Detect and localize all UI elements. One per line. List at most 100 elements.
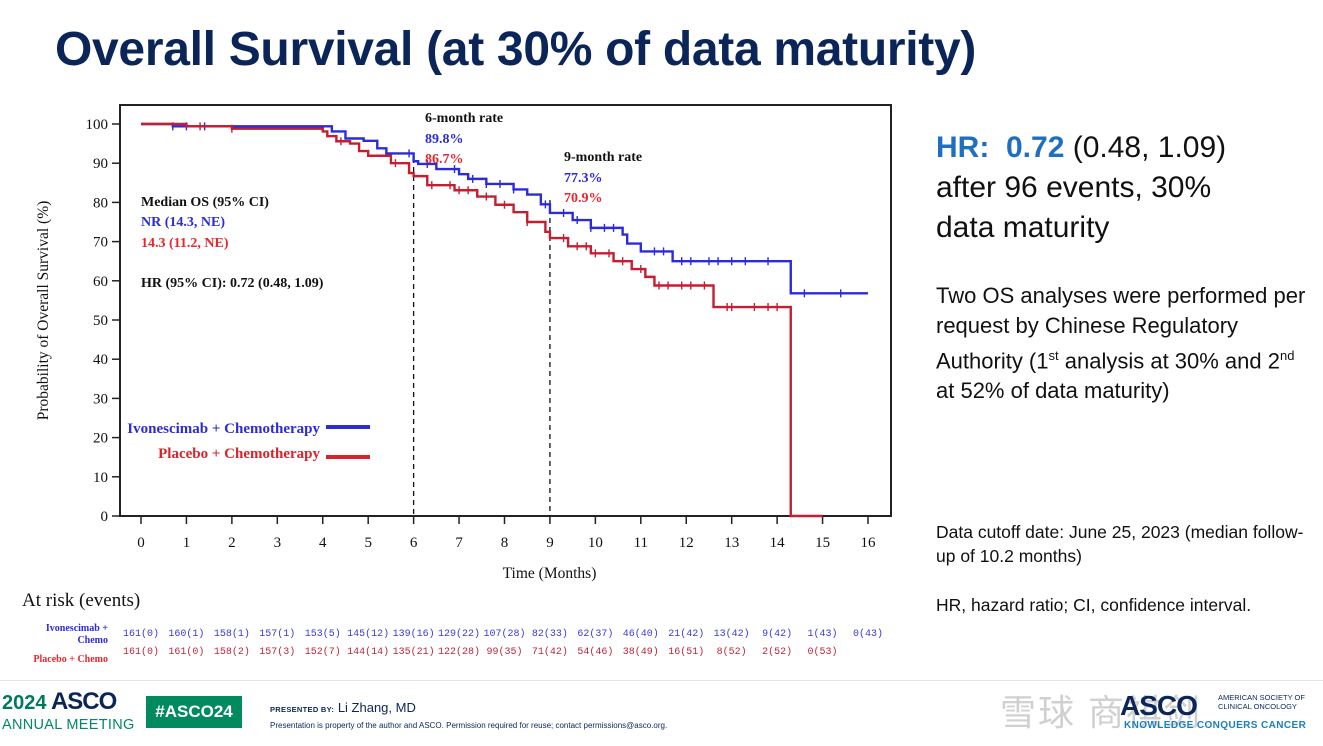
at-risk-placebo-cell: 157(3) xyxy=(259,647,296,658)
y-tick-label: 100 xyxy=(86,117,109,133)
asco-logo-text: ASCO xyxy=(1120,690,1198,721)
x-tick-label: 7 xyxy=(455,535,463,551)
y-tick-label: 60 xyxy=(93,274,108,290)
at-risk-placebo-cell: 71(42) xyxy=(531,647,568,658)
footer-divider xyxy=(0,680,1323,681)
y-tick-label: 40 xyxy=(93,352,108,368)
x-tick-label: 2 xyxy=(228,535,236,551)
y-tick-label: 70 xyxy=(93,235,108,251)
x-tick-label: 10 xyxy=(588,535,603,551)
at-risk-placebo-cell: 0(53) xyxy=(807,647,838,658)
abbreviations-note: HR, hazard ratio; CI, confidence interva… xyxy=(936,595,1252,615)
y-tick-label: 30 xyxy=(93,391,108,407)
at-risk-ivo-cell: 1(43) xyxy=(807,629,838,640)
at-risk-placebo-cell: 158(2) xyxy=(213,647,250,658)
at-risk-ivo-cell: 129(22) xyxy=(438,629,481,640)
x-tick-label: 12 xyxy=(679,535,694,551)
y-tick-label: 0 xyxy=(101,509,109,525)
nine-month-ivo-rate: 77.3% xyxy=(564,171,603,186)
x-tick-label: 5 xyxy=(364,535,372,551)
at-risk-placebo-cell: 38(49) xyxy=(622,647,659,658)
presenter-line: PRESENTED BY: Li Zhang, MD xyxy=(270,700,416,715)
at-risk-placebo-cell: 161(0) xyxy=(122,647,160,658)
x-tick-label: 0 xyxy=(137,535,145,551)
at-risk-ivo-label-line2: Chemo xyxy=(77,635,108,646)
x-tick-label: 4 xyxy=(319,535,327,551)
asco-tagline: KNOWLEDGE CONQUERS CANCER xyxy=(1124,720,1307,731)
at-risk-ivo-cell: 153(5) xyxy=(304,629,341,640)
at-risk-ivo-cell: 158(1) xyxy=(213,629,250,640)
x-tick-label: 9 xyxy=(546,535,554,551)
at-risk-ivo-cell: 161(0) xyxy=(122,629,160,640)
ivonescimab-curve xyxy=(141,122,868,295)
at-risk-placebo-cell: 54(46) xyxy=(577,647,614,658)
at-risk-placebo-cell: 99(35) xyxy=(486,647,523,658)
presenter-name: Li Zhang, MD xyxy=(337,700,416,715)
at-risk-ivo-cell: 160(1) xyxy=(168,629,205,640)
at-risk-placebo-cell: 8(52) xyxy=(716,647,747,658)
six-month-ivo-rate: 89.8% xyxy=(425,132,464,147)
x-tick-label: 8 xyxy=(501,535,509,551)
at-risk-ivo-cell: 62(37) xyxy=(577,629,614,640)
hr-value: 0.72 xyxy=(1006,131,1065,164)
at-risk-ivo-label-line1: Ivonescimab + xyxy=(45,623,108,634)
note-sup-1: st xyxy=(1048,348,1059,363)
note-text-3: at 52% of data maturity) xyxy=(936,378,1170,404)
hazard-ratio-text: HR (95% CI): 0.72 (0.48, 1.09) xyxy=(141,276,324,291)
hr-events: after 96 events, 30% xyxy=(936,171,1212,204)
six-month-placebo-rate: 86.7% xyxy=(425,152,464,167)
slide-title: Overall Survival (at 30% of data maturit… xyxy=(55,23,977,76)
note-sup-2: nd xyxy=(1280,348,1295,363)
at-risk-placebo-cell: 152(7) xyxy=(304,647,341,658)
at-risk-ivo-cell: 9(42) xyxy=(762,629,793,640)
at-risk-ivo-cell: 0(43) xyxy=(852,629,884,640)
logo-asco: ASCO xyxy=(50,688,117,715)
y-tick-label: 80 xyxy=(93,195,108,211)
hr-label: HR: xyxy=(936,131,990,164)
at-risk-placebo-cell: 135(21) xyxy=(392,647,435,658)
logo-year: 2024 xyxy=(2,692,47,714)
asco-society-logo: ASCO AMERICAN SOCIETY OF CLINICAL ONCOLOG… xyxy=(1120,690,1306,731)
note-text-2: analysis at 30% and 2 xyxy=(1058,348,1280,374)
x-axis-label: Time (Months) xyxy=(503,565,597,582)
at-risk-placebo-label: Placebo + Chemo xyxy=(33,654,108,665)
x-tick-label: 6 xyxy=(410,535,418,551)
at-risk-placebo-cell: 2(52) xyxy=(762,647,793,658)
presented-by-label: PRESENTED BY: xyxy=(270,705,335,714)
placebo-curve xyxy=(141,122,823,518)
at-risk-ivo-cell: 82(33) xyxy=(531,629,568,640)
at-risk-ivo-label: Ivonescimab + Chemo xyxy=(20,623,108,647)
y-tick-label: 90 xyxy=(93,156,108,172)
at-risk-placebo-cell: 122(28) xyxy=(438,647,481,658)
asco-annual-meeting-logo: 2024 ASCO ANNUAL MEETING xyxy=(2,690,135,734)
hr-ci: (0.48, 1.09) xyxy=(1064,131,1227,164)
hashtag-badge: #ASCO24 xyxy=(146,696,242,728)
y-tick-label: 20 xyxy=(93,431,108,447)
at-risk-ivo-cell: 139(16) xyxy=(392,629,435,640)
at-risk-ivo-cell: 107(28) xyxy=(483,629,526,640)
x-tick-label: 14 xyxy=(770,535,786,551)
plot-frame xyxy=(119,104,892,517)
at-risk-placebo-cell: 144(14) xyxy=(347,647,390,658)
six-month-label: 6-month rate xyxy=(425,111,503,126)
at-risk-placebo-cell: 16(51) xyxy=(668,647,705,658)
data-cutoff-note: Data cutoff date: June 25, 2023 (median … xyxy=(936,522,1304,566)
analysis-note: Two OS analyses were performed per reque… xyxy=(936,281,1316,406)
y-tick-label: 10 xyxy=(93,470,108,486)
hr-summary: HR: 0.72 (0.48, 1.09) after 96 events, 3… xyxy=(936,128,1316,248)
x-tick-label: 16 xyxy=(861,535,877,551)
median-os-placebo: 14.3 (11.2, NE) xyxy=(141,236,229,251)
at-risk-title: At risk (events) xyxy=(22,590,141,611)
nine-month-label: 9-month rate xyxy=(564,150,642,165)
watermark: 雪球 商祺剑 xyxy=(1000,692,1203,733)
at-risk-ivo-cell: 157(1) xyxy=(259,629,296,640)
note-text-1: Two OS analyses were performed per reque… xyxy=(936,283,1306,374)
legend-label-ivonescimab: Ivonescimab + Chemotherapy xyxy=(127,421,320,437)
y-axis-label: Probability of Overall Survival (%) xyxy=(35,201,52,421)
x-tick-label: 11 xyxy=(634,535,648,551)
median-os-ivo: NR (14.3, NE) xyxy=(141,215,225,230)
median-os-header: Median OS (95% CI) xyxy=(141,195,269,210)
asco-org-name: AMERICAN SOCIETY OF CLINICAL ONCOLOGY xyxy=(1218,693,1305,711)
at-risk-ivo-cell: 145(12) xyxy=(347,629,390,640)
